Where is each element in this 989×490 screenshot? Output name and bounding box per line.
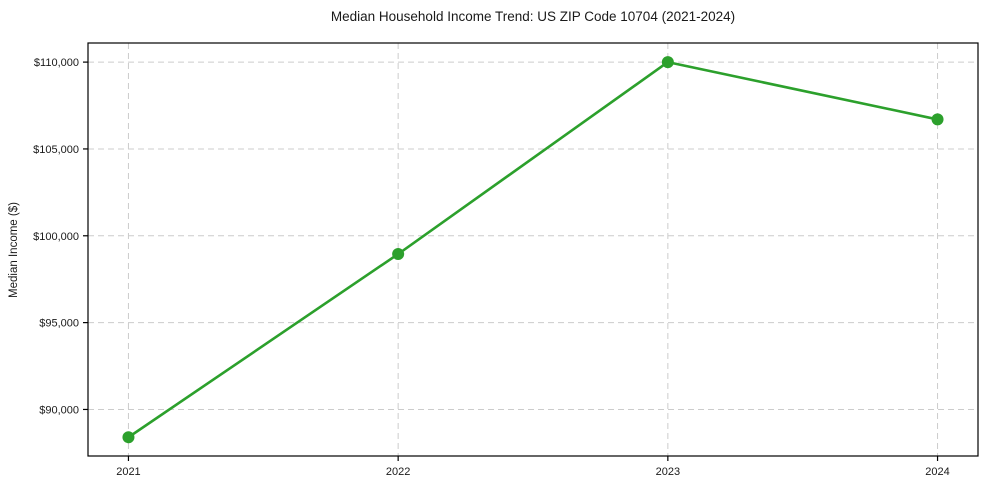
data-point-marker [661,56,674,69]
y-tick-label: $100,000 [33,231,79,243]
x-tick-label: 2022 [386,466,410,478]
y-tick-label: $105,000 [33,144,79,156]
y-tick-label: $95,000 [39,318,79,330]
x-tick-label: 2023 [656,466,680,478]
y-tick-label: $110,000 [34,57,79,69]
axes-spines [87,42,979,457]
chart-title: Median Household Income Trend: US ZIP Co… [330,9,736,24]
x-tick-label: 2024 [925,466,949,478]
x-tick-label: 2021 [116,466,140,478]
data-point-marker [122,431,135,444]
income-trend-line [127,60,939,439]
y-tick-label: $90,000 [39,404,79,416]
data-point-marker [931,113,944,126]
data-point-marker [392,248,405,261]
